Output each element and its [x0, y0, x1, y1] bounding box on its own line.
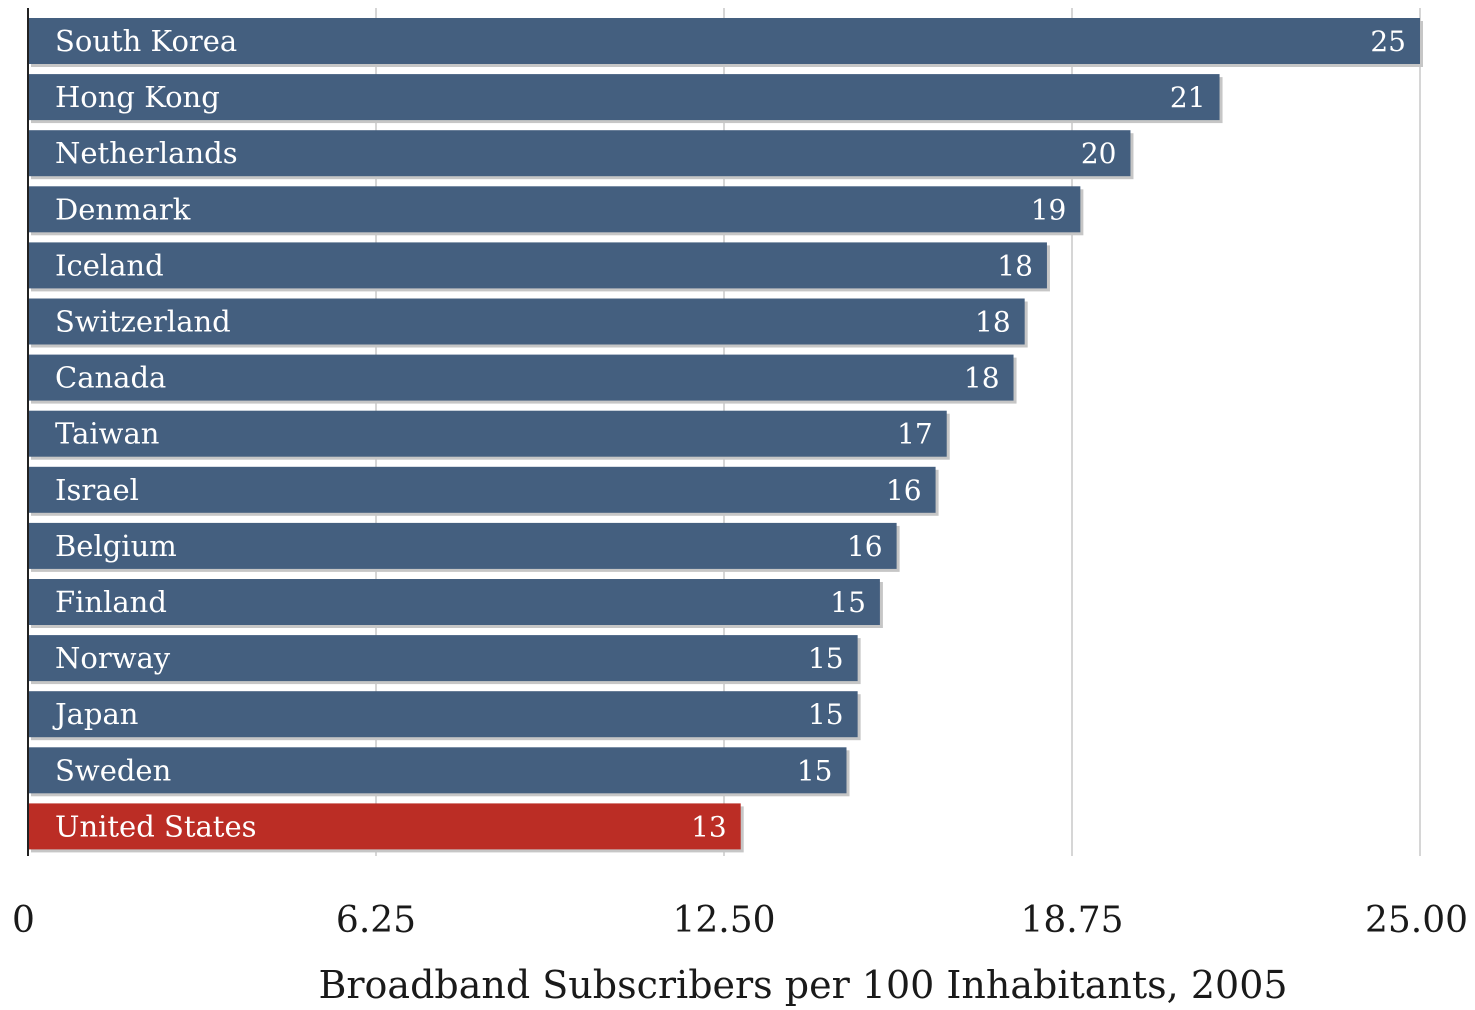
bar-canada: [28, 354, 1014, 401]
bar-netherlands: [28, 130, 1131, 177]
bar-denmark: [28, 186, 1081, 233]
bar-south-korea: [28, 18, 1420, 64]
x-tick-label: 25.00: [1365, 900, 1468, 941]
bar-value-israel: 16: [886, 474, 922, 507]
bar-label-switzerland: Switzerland: [55, 305, 231, 339]
bar-switzerland: [28, 298, 1025, 345]
bar-iceland: [28, 242, 1047, 289]
bar-label-denmark: Denmark: [55, 192, 191, 226]
bar-label-norway: Norway: [55, 641, 171, 675]
x-tick-label: 18.75: [1020, 900, 1123, 941]
bar-value-united-states: 13: [691, 810, 727, 843]
bar-value-belgium: 16: [847, 530, 883, 563]
x-tick-label: 6.25: [336, 900, 416, 941]
bar-label-israel: Israel: [55, 473, 139, 507]
x-axis-tick-labels: 0 6.25 12.50 18.75 25.00: [12, 900, 1468, 941]
bar-value-canada: 18: [964, 362, 1000, 395]
bar-value-norway: 15: [808, 642, 844, 675]
bar-value-finland: 15: [830, 586, 866, 619]
bar-value-iceland: 18: [997, 249, 1033, 282]
bar-label-hong-kong: Hong Kong: [55, 80, 220, 114]
bar-united-states: [28, 803, 741, 850]
bar-sweden: [28, 747, 847, 794]
bar-label-iceland: Iceland: [55, 248, 164, 282]
x-tick-label: 12.50: [672, 900, 775, 941]
bar-value-sweden: 15: [797, 754, 833, 787]
bar-finland: [28, 579, 880, 625]
bar-value-hong-kong: 21: [1170, 81, 1206, 114]
bar-label-sweden: Sweden: [55, 753, 171, 787]
bar-label-south-korea: South Korea: [55, 24, 237, 58]
bar-value-south-korea: 25: [1370, 25, 1406, 58]
bar-label-belgium: Belgium: [55, 529, 177, 563]
bar-label-united-states: United States: [55, 809, 257, 843]
bar-label-canada: Canada: [55, 361, 166, 395]
x-tick-label: 0: [12, 900, 35, 941]
x-axis-title: Broadband Subscribers per 100 Inhabitant…: [318, 963, 1287, 1007]
bar-value-switzerland: 18: [975, 306, 1011, 339]
bar-label-netherlands: Netherlands: [55, 136, 238, 170]
bar-belgium: [28, 522, 897, 569]
bar-value-japan: 15: [808, 698, 844, 731]
bar-value-denmark: 19: [1031, 193, 1067, 226]
bar-norway: [28, 635, 858, 682]
bar-israel: [28, 466, 936, 513]
bar-label-japan: Japan: [52, 697, 138, 731]
bar-label-taiwan: Taiwan: [55, 417, 159, 451]
bar-value-taiwan: 17: [897, 418, 933, 451]
bars: South Korea 25 Hong Kong 21 Netherlands 20 Den…: [28, 18, 1423, 853]
bar-label-finland: Finland: [55, 585, 167, 619]
bar-value-netherlands: 20: [1081, 137, 1117, 170]
bar-japan: [28, 691, 858, 738]
bar-hong-kong: [28, 74, 1220, 121]
bar-taiwan: [28, 410, 947, 457]
